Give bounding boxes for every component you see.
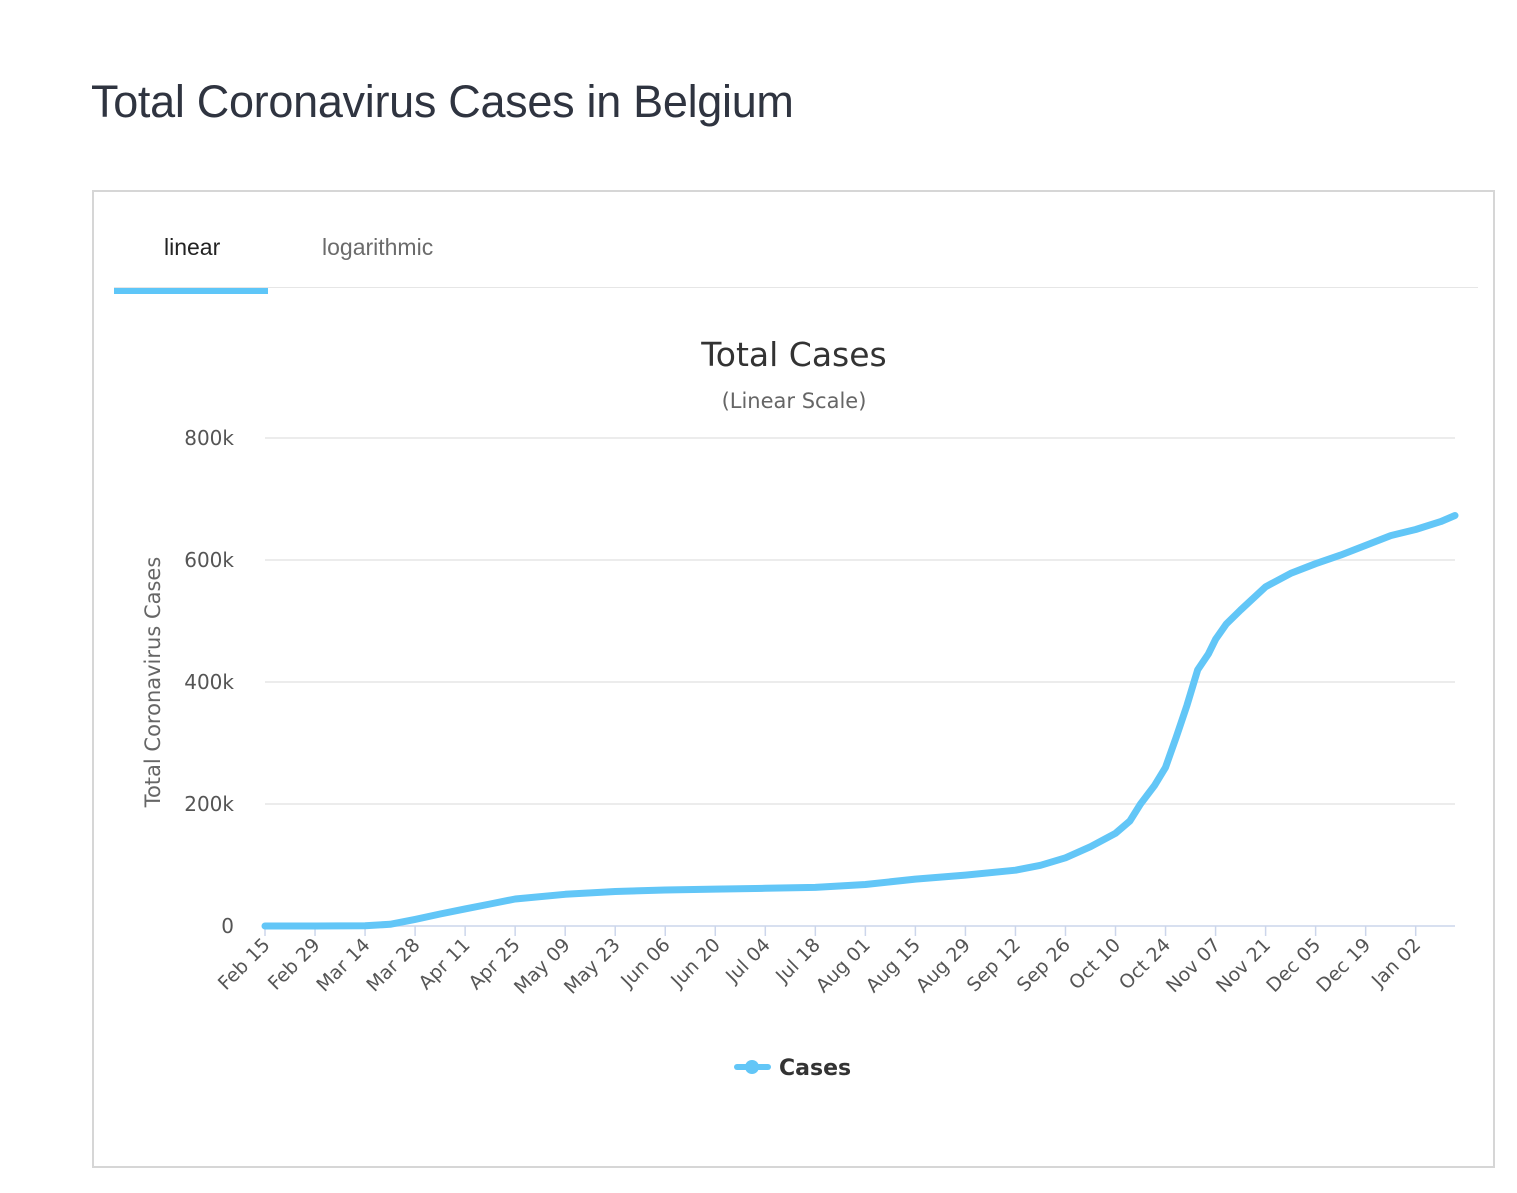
- y-tick-label: 200k: [184, 792, 234, 816]
- page-title: Total Coronavirus Cases in Belgium: [91, 76, 794, 127]
- legend-label-cases: Cases: [779, 1056, 851, 1081]
- y-tick-label: 0: [221, 914, 234, 938]
- series-line-cases[interactable]: [261, 512, 1459, 930]
- legend-marker: [745, 1060, 759, 1074]
- x-tick-label: Nov 07: [1162, 934, 1225, 997]
- legend[interactable]: Cases: [734, 1056, 851, 1081]
- x-tick-label: Sep 26: [1013, 934, 1075, 996]
- y-axis-title: Total Coronavirus Cases: [141, 557, 165, 809]
- chart-title: Total Cases: [700, 335, 887, 374]
- y-axis-ticks: 0 200k 400k 600k 800k: [184, 426, 234, 938]
- x-tick-label: Jan 02: [1367, 934, 1425, 992]
- x-tick-label: Jun 06: [616, 934, 675, 993]
- x-tick-label: Aug 01: [812, 934, 875, 997]
- tab-linear[interactable]: linear: [164, 234, 221, 260]
- x-tick-label: Dec 05: [1262, 934, 1325, 997]
- y-tick-label: 800k: [184, 426, 234, 450]
- y-tick-label: 600k: [184, 548, 234, 572]
- active-tab-indicator: [114, 288, 268, 294]
- series-layer: [261, 512, 1459, 930]
- tab-logarithmic[interactable]: logarithmic: [322, 234, 434, 260]
- chart-subtitle: (Linear Scale): [722, 389, 867, 413]
- x-tick-label: Mar 14: [312, 934, 374, 996]
- x-tick-label: Aug 29: [912, 934, 975, 997]
- gridlines: [265, 437, 1455, 927]
- scale-tabs: linear logarithmic: [114, 192, 1478, 296]
- x-tick-label: Mar 28: [362, 934, 424, 996]
- x-tick-label: Jul 04: [721, 934, 775, 988]
- chart-panel: linear logarithmic: [92, 190, 1495, 1168]
- x-tick-label: Dec 19: [1312, 934, 1375, 997]
- x-tick-label: Sep 12: [963, 934, 1025, 996]
- tabs-divider: [114, 287, 1478, 288]
- x-tick-label: Aug 15: [862, 934, 925, 997]
- x-tick-label: Jun 20: [666, 934, 725, 993]
- x-tick-label: Feb 29: [264, 934, 325, 995]
- x-tick-label: Feb 15: [214, 934, 275, 995]
- x-tick-label: May 23: [560, 934, 625, 999]
- y-tick-label: 400k: [184, 670, 234, 694]
- x-tick-label: Apr 11: [414, 934, 474, 994]
- x-tick-label: Oct 10: [1065, 934, 1125, 994]
- x-tick-label: Nov 21: [1212, 934, 1275, 997]
